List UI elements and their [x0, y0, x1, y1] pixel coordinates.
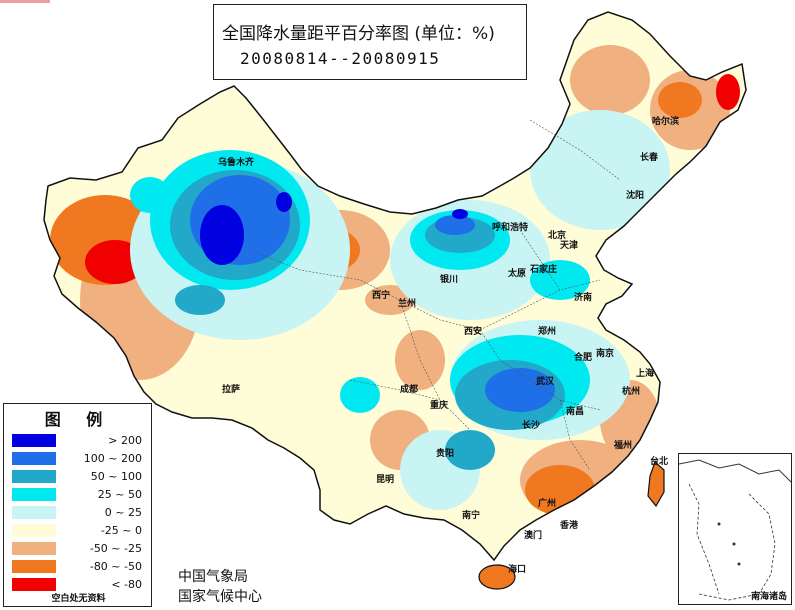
legend-swatch: [12, 434, 56, 447]
city-nanning: 南宁: [462, 511, 481, 521]
legend-swatch: [12, 578, 56, 591]
legend-label: 25 ~ 50: [97, 488, 142, 501]
city-beijing: 北京: [548, 231, 567, 241]
legend: 图 例 > 200 100 ~ 200 50 ~ 100 25 ~ 50 0 ~…: [3, 403, 152, 607]
legend-label: -25 ~ 0: [100, 524, 142, 537]
legend-label: -80 ~ -50: [89, 560, 142, 573]
city-shenyang: 沈阳: [626, 191, 645, 201]
city-xian: 西安: [464, 327, 483, 337]
city-fuzhou: 福州: [614, 441, 633, 451]
legend-item: 50 ~ 100: [12, 470, 152, 484]
south-china-sea-inset: 南海诸岛: [678, 453, 792, 605]
legend-swatch: [12, 506, 56, 519]
city-yinchuan: 银川: [440, 275, 459, 285]
legend-label: > 200: [108, 434, 142, 447]
legend-swatch: [12, 542, 56, 555]
city-xining: 西宁: [372, 291, 391, 301]
city-zhengzhou: 郑州: [538, 327, 557, 337]
legend-swatch: [12, 524, 56, 537]
city-taipei: 台北: [650, 457, 669, 467]
city-urumqi: 乌鲁木齐: [218, 158, 255, 168]
legend-item: -25 ~ 0: [12, 524, 152, 538]
taiwan-island: [647, 460, 665, 508]
legend-swatch: [12, 452, 56, 465]
city-macau: 澳门: [524, 531, 543, 541]
city-shijiazhuang: 石家庄: [530, 265, 558, 275]
map-title-box: 全国降水量距平百分率图 (单位：%) 20080814--20080915: [213, 4, 527, 80]
city-wuhan: 武汉: [536, 377, 555, 387]
header-mark: [0, 0, 50, 3]
city-shanghai: 上海: [636, 369, 655, 379]
city-changsha: 长沙: [522, 421, 541, 431]
city-taiyuan: 太原: [508, 269, 527, 279]
legend-label: 100 ~ 200: [83, 452, 142, 465]
legend-label: 0 ~ 25: [104, 506, 142, 519]
legend-item: > 200: [12, 434, 152, 448]
city-lhasa: 拉萨: [222, 385, 241, 395]
inset-label: 南海诸岛: [750, 592, 787, 602]
agency-ncc: 国家气候中心: [178, 589, 262, 605]
legend-swatch: [12, 560, 56, 573]
legend-label: -50 ~ -25: [89, 542, 142, 555]
city-nanchang: 南昌: [566, 407, 585, 417]
legend-item: -50 ~ -25: [12, 542, 152, 556]
map-title: 全国降水量距平百分率图 (单位：%): [222, 24, 495, 44]
legend-label: 50 ~ 100: [90, 470, 142, 483]
city-guiyang: 贵阳: [436, 449, 455, 459]
city-harbin: 哈尔滨: [652, 117, 680, 127]
hainan-island: [478, 564, 516, 590]
legend-item: -80 ~ -50: [12, 560, 152, 574]
inset-map: [679, 459, 791, 601]
city-guangzhou: 广州: [538, 499, 557, 509]
city-hefei: 合肥: [574, 353, 593, 363]
legend-item: 0 ~ 25: [12, 506, 152, 520]
city-nanjing: 南京: [596, 349, 615, 359]
city-jinan: 济南: [574, 293, 593, 303]
city-hangzhou: 杭州: [622, 387, 641, 397]
city-chengdu: 成都: [400, 385, 419, 395]
city-kunming: 昆明: [376, 475, 395, 485]
city-lanzhou: 兰州: [398, 299, 417, 309]
city-chongqing: 重庆: [430, 401, 449, 411]
city-hongkong: 香港: [560, 521, 579, 531]
city-changchun: 长春: [640, 153, 659, 163]
city-haikou: 海口: [508, 565, 527, 575]
city-tianjin: 天津: [560, 241, 579, 251]
legend-note: 空白处无资料: [51, 594, 106, 604]
legend-item: 100 ~ 200: [12, 452, 152, 466]
city-hohhot: 呼和浩特: [492, 223, 529, 233]
legend-swatch: [12, 488, 56, 501]
legend-title: 图 例: [44, 410, 113, 429]
legend-item: 25 ~ 50: [12, 488, 152, 502]
legend-label: < -80: [111, 578, 142, 591]
legend-swatch: [12, 470, 56, 483]
map-period: 20080814--20080915: [240, 49, 441, 68]
legend-item: < -80: [12, 578, 152, 592]
agency-cma: 中国气象局: [178, 569, 248, 585]
